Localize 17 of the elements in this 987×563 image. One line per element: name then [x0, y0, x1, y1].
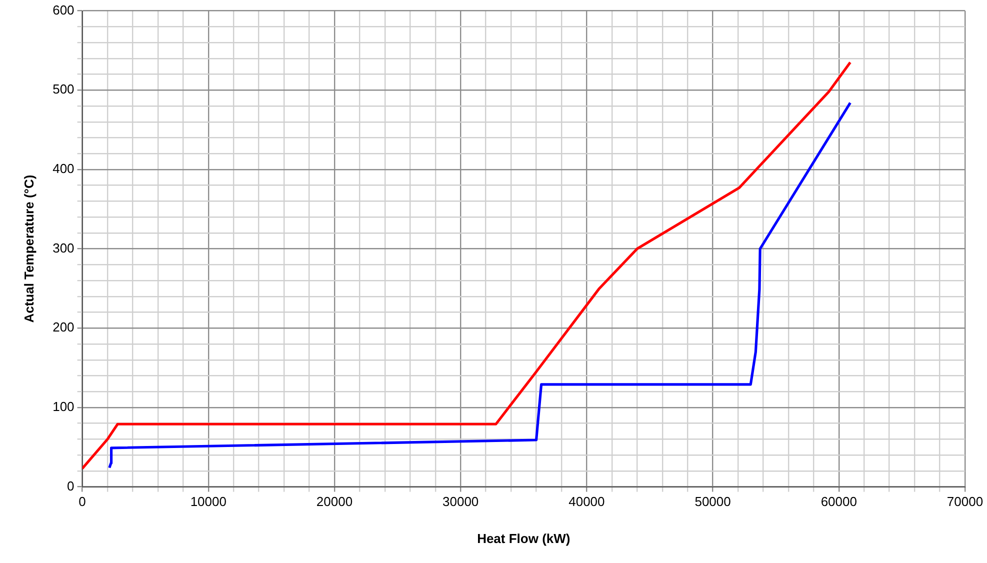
x-tick-label: 0 [78, 494, 86, 510]
y-tick-label: 0 [67, 478, 74, 494]
x-tick-label: 20000 [316, 494, 353, 510]
y-tick-label: 600 [52, 2, 74, 18]
x-tick-label: 30000 [442, 494, 479, 510]
x-tick-label: 60000 [820, 494, 857, 510]
x-axis-title: Heat Flow (kW) [477, 530, 570, 546]
x-tick-label: 10000 [190, 494, 226, 510]
x-tick-label: 50000 [694, 494, 731, 510]
y-tick-label: 300 [52, 240, 74, 256]
x-tick-label: 70000 [946, 494, 984, 510]
y-tick-label: 400 [52, 161, 74, 176]
y-tick-label: 100 [52, 399, 74, 414]
x-tick-label: 40000 [568, 494, 605, 510]
y-axis-title: Actual Temperature (°C) [21, 174, 36, 323]
y-tick-label: 200 [52, 320, 74, 335]
y-tick-label: 500 [52, 82, 74, 97]
